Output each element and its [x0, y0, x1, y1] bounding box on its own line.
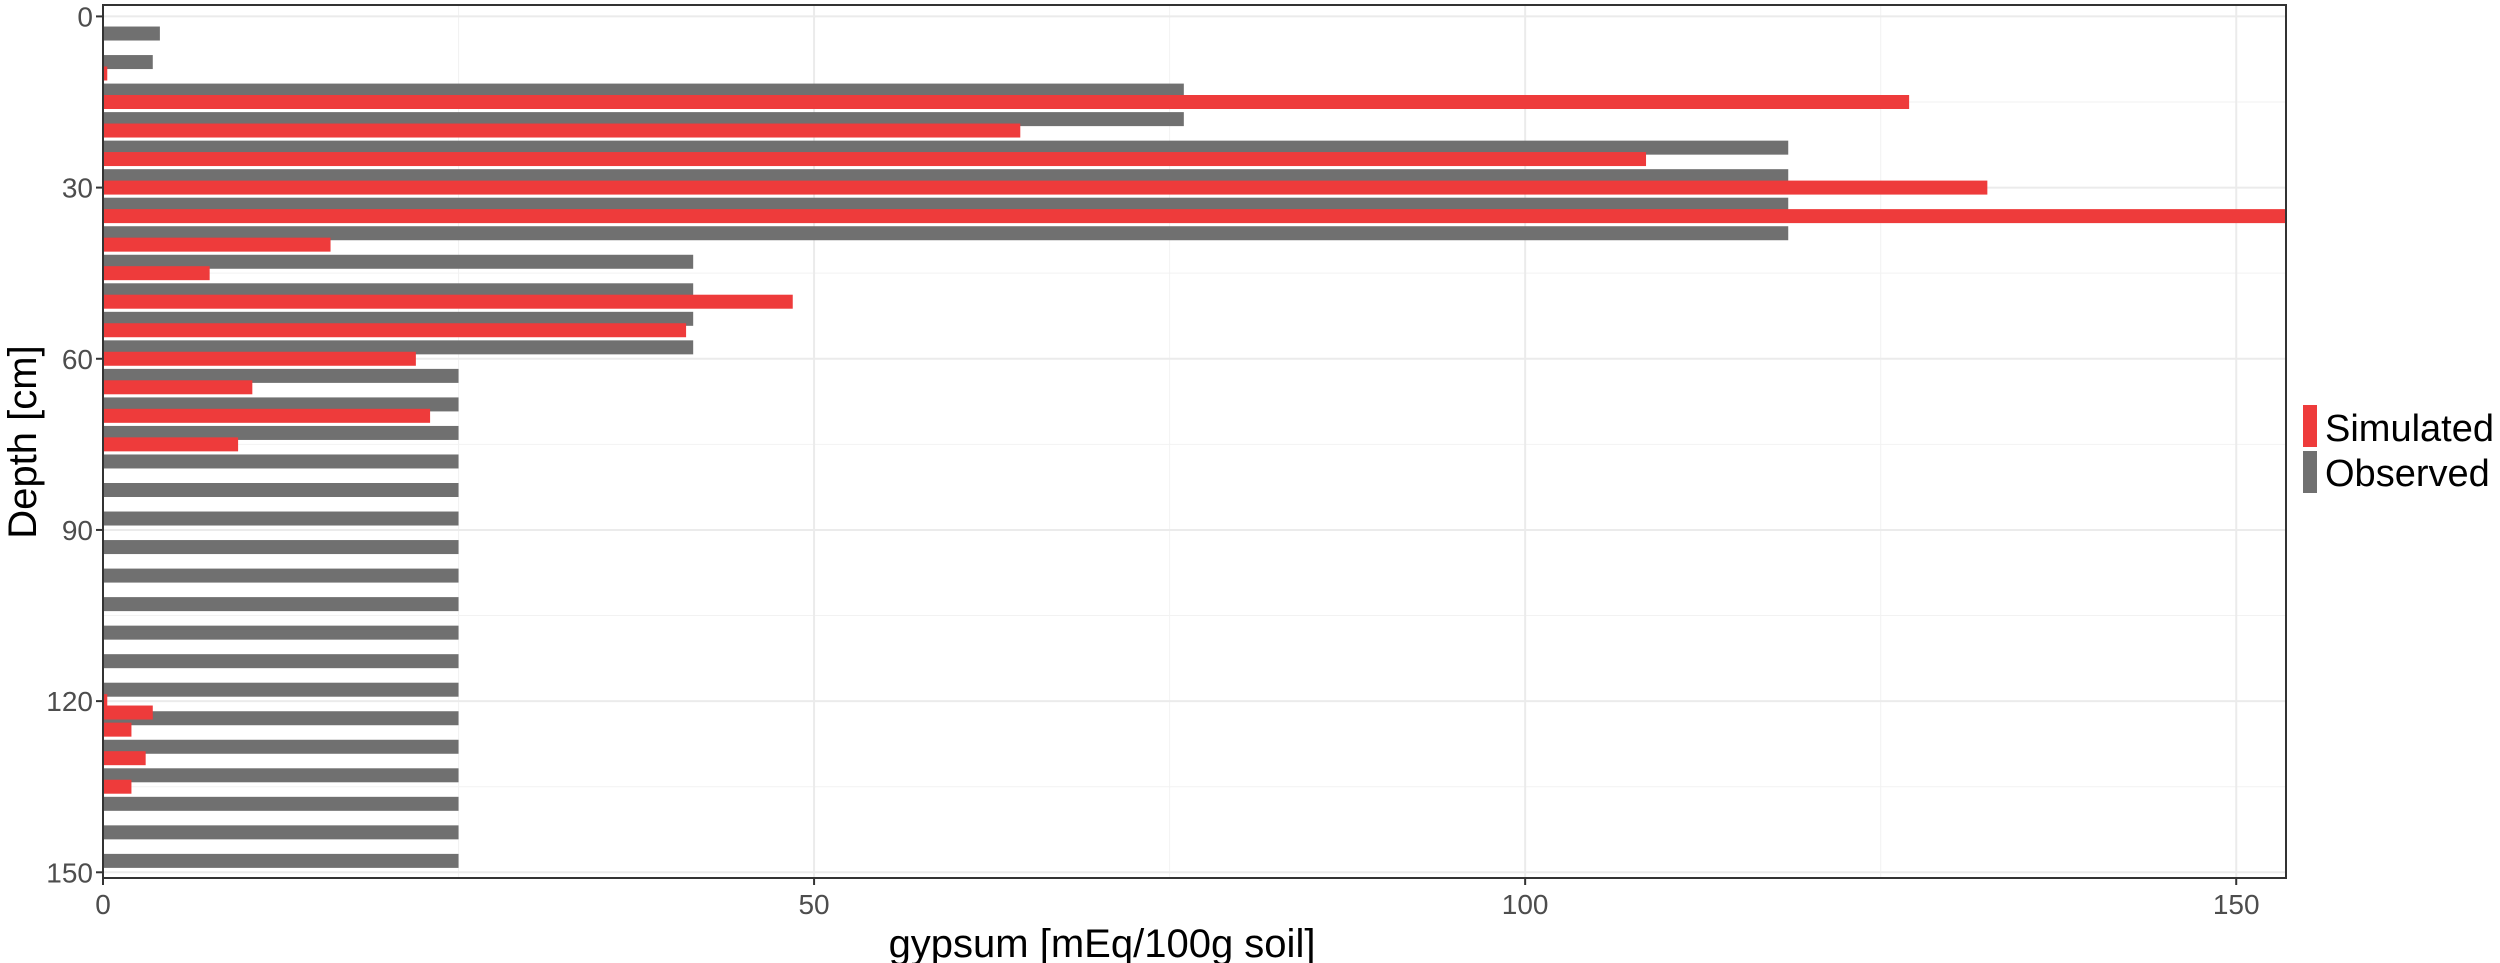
observed-bar [103, 425, 459, 440]
simulated-bar [103, 722, 132, 737]
observed-bar [103, 511, 459, 526]
simulated-bar [103, 694, 108, 709]
observed-bar [103, 254, 694, 269]
simulated-bar [103, 209, 2286, 224]
observed-bar [103, 768, 459, 783]
y-tick-label: 120 [46, 686, 93, 717]
simulated-bars [103, 66, 2286, 794]
observed-bar [103, 226, 1789, 241]
simulated-bar [103, 294, 793, 309]
simulated-bar [103, 408, 431, 423]
y-tick-label: 60 [62, 344, 93, 375]
observed-bar [103, 83, 1184, 98]
plot-panel-border [102, 4, 2287, 879]
observed-bar [103, 654, 459, 669]
observed-bar [103, 311, 694, 326]
legend-key-simulated [2303, 405, 2317, 447]
observed-bar [103, 140, 1789, 155]
simulated-bar [103, 180, 1988, 195]
simulated-bar [103, 351, 416, 366]
simulated-bar [103, 437, 239, 452]
y-tick-label: 0 [77, 1, 93, 32]
y-tick-label: 150 [46, 857, 93, 888]
observed-bar [103, 739, 459, 754]
legend-label-simulated: Simulated [2325, 408, 2494, 450]
x-axis-title: gypsum [mEq/100g soil] [889, 922, 1316, 963]
observed-bar [103, 682, 459, 697]
observed-bar [103, 197, 1789, 212]
legend-key-observed [2303, 451, 2317, 493]
observed-bar [103, 711, 459, 726]
x-tick-label: 150 [2213, 889, 2260, 920]
simulated-bar [103, 323, 687, 338]
observed-bar [103, 483, 459, 497]
legend: Simulated Observed [2303, 405, 2494, 495]
observed-bar [103, 796, 459, 811]
simulated-bar [103, 266, 210, 281]
observed-bar [103, 625, 459, 640]
observed-bar [103, 55, 153, 70]
x-tick-label: 100 [1502, 889, 1549, 920]
simulated-bar [103, 237, 331, 252]
x-tick-label: 50 [798, 889, 829, 920]
observed-bar [103, 26, 160, 41]
simulated-bar [103, 95, 1910, 109]
y-tick-label: 30 [62, 173, 93, 204]
simulated-bar [103, 779, 132, 794]
observed-bars [103, 26, 1789, 868]
observed-bar [103, 540, 459, 555]
simulated-bar [103, 380, 253, 395]
simulated-bar [103, 705, 153, 720]
observed-bar [103, 169, 1789, 184]
observed-bar [103, 568, 459, 583]
observed-bar [103, 112, 1184, 127]
x-tick-label: 0 [95, 889, 111, 920]
observed-bar [103, 283, 694, 298]
simulated-bar [103, 751, 146, 766]
observed-bar [103, 397, 459, 412]
observed-bar [103, 853, 459, 868]
observed-bar [103, 825, 459, 840]
simulated-bar [103, 123, 1021, 138]
simulated-bar [103, 66, 108, 81]
observed-bar [103, 340, 694, 355]
y-axis-title: Depth [cm] [1, 345, 45, 538]
simulated-bar [103, 152, 1647, 167]
observed-bar [103, 368, 459, 383]
observed-bar [103, 597, 459, 612]
observed-bar [103, 454, 459, 469]
y-tick-label: 90 [62, 515, 93, 546]
legend-label-observed: Observed [2325, 453, 2490, 495]
